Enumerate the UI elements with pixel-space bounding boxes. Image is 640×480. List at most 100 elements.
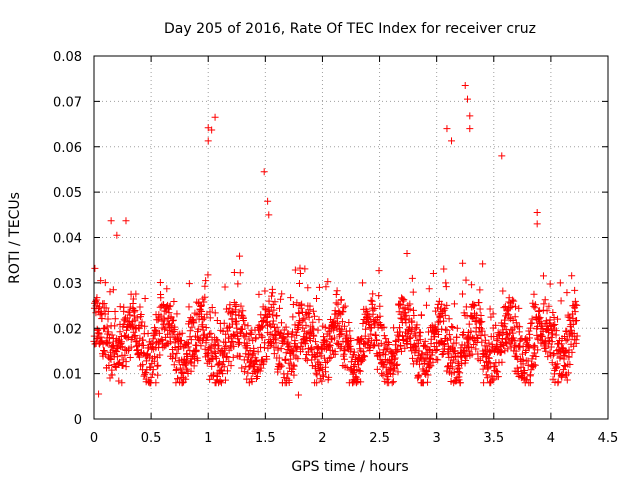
data-point: [108, 371, 116, 379]
data-point: [367, 296, 375, 304]
data-point: [232, 301, 240, 309]
data-point: [362, 325, 370, 333]
data-point: [100, 347, 108, 355]
data-point: [432, 347, 440, 355]
data-point: [265, 211, 273, 219]
data-point: [136, 353, 144, 361]
data-point: [477, 318, 485, 326]
data-point: [321, 368, 329, 376]
data-point: [499, 335, 507, 343]
data-point: [530, 361, 538, 369]
data-point: [213, 373, 221, 381]
data-point: [409, 354, 417, 362]
data-point: [169, 316, 177, 324]
data-point: [178, 329, 186, 337]
data-point: [284, 338, 292, 346]
data-point: [252, 358, 260, 366]
data-point: [296, 280, 304, 288]
data-point: [519, 360, 527, 368]
data-point: [194, 357, 202, 365]
data-point: [282, 356, 290, 364]
data-point: [208, 304, 216, 312]
data-point: [262, 318, 270, 326]
data-point: [546, 316, 554, 324]
data-point: [410, 311, 418, 319]
x-tick-label: 3: [433, 431, 441, 446]
data-point: [453, 333, 461, 341]
data-point: [341, 302, 349, 310]
data-point: [154, 371, 162, 379]
data-point: [552, 364, 560, 372]
data-point: [177, 337, 185, 345]
data-point: [512, 347, 520, 355]
data-point: [388, 379, 396, 387]
data-point: [378, 370, 386, 378]
data-point: [111, 308, 119, 316]
data-point: [560, 361, 568, 369]
data-point: [539, 327, 547, 335]
data-point: [546, 280, 554, 288]
data-point: [341, 347, 349, 355]
data-point: [167, 338, 175, 346]
data-point: [364, 338, 372, 346]
data-point: [402, 319, 410, 327]
data-point: [98, 337, 106, 345]
data-point: [122, 363, 130, 371]
data-point: [212, 350, 220, 358]
data-point: [238, 325, 246, 333]
data-point: [315, 360, 323, 368]
data-point: [450, 300, 458, 308]
data-point: [311, 353, 319, 361]
x-tick-label: 1: [204, 431, 212, 446]
data-point: [515, 304, 523, 312]
data-point: [202, 277, 210, 285]
data-point: [547, 333, 555, 341]
data-point: [337, 296, 345, 304]
y-tick-label: 0.06: [53, 141, 82, 156]
data-point: [105, 362, 113, 370]
data-point: [111, 322, 119, 330]
data-point: [274, 368, 282, 376]
data-point: [438, 300, 446, 308]
data-point: [269, 320, 277, 328]
data-point: [318, 377, 326, 385]
data-point: [377, 339, 385, 347]
data-point: [186, 327, 194, 335]
data-point: [557, 297, 565, 305]
data-point: [493, 337, 501, 345]
data-point: [414, 373, 422, 381]
y-axis-label: ROTI / TECUs: [7, 192, 23, 284]
data-point: [371, 305, 379, 313]
data-point: [510, 297, 518, 305]
data-point: [197, 342, 205, 350]
data-point: [425, 285, 433, 293]
data-point: [449, 323, 457, 331]
data-point: [223, 353, 231, 361]
data-point: [338, 318, 346, 326]
data-point: [389, 349, 397, 357]
data-point: [542, 344, 550, 352]
data-point: [534, 346, 542, 354]
data-point: [444, 336, 452, 344]
data-point: [209, 371, 217, 379]
data-point: [565, 353, 573, 361]
data-point: [557, 340, 565, 348]
data-point: [479, 260, 487, 268]
data-point: [553, 360, 561, 368]
data-point: [558, 373, 566, 381]
data-point: [346, 327, 354, 335]
data-point: [312, 369, 320, 377]
data-point: [253, 372, 261, 380]
data-point: [380, 332, 388, 340]
data-point: [221, 376, 229, 384]
data-point: [373, 336, 381, 344]
data-point: [173, 349, 181, 357]
data-point: [121, 351, 129, 359]
data-point: [314, 326, 322, 334]
data-point: [210, 348, 218, 356]
data-point: [96, 303, 104, 311]
y-tick-label: 0: [74, 413, 82, 428]
data-point: [128, 322, 136, 330]
data-point: [497, 348, 505, 356]
